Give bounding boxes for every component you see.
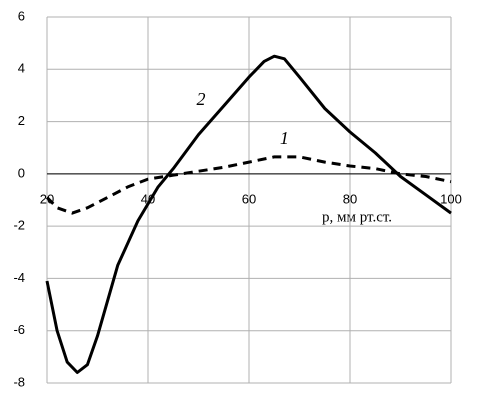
y-tick-label: -4 [13,270,25,285]
x-tick-label: 80 [343,191,357,206]
y-tick-label: 6 [18,8,25,23]
y-tick-label: -8 [13,374,25,389]
y-tick-label: -6 [13,322,25,337]
series-line [45,155,452,215]
series-line [45,54,452,374]
series-label: 2 [197,89,206,109]
x-tick-label: 100 [440,191,462,206]
x-tick-label: 60 [242,191,256,206]
y-tick-label: 0 [18,165,25,180]
y-tick-label: -2 [13,218,25,233]
y-tick-label: 2 [18,113,25,128]
x-axis-label: p, мм рт.ст. [322,209,392,225]
y-tick-label: 4 [18,61,25,76]
series-label: 1 [280,128,289,148]
